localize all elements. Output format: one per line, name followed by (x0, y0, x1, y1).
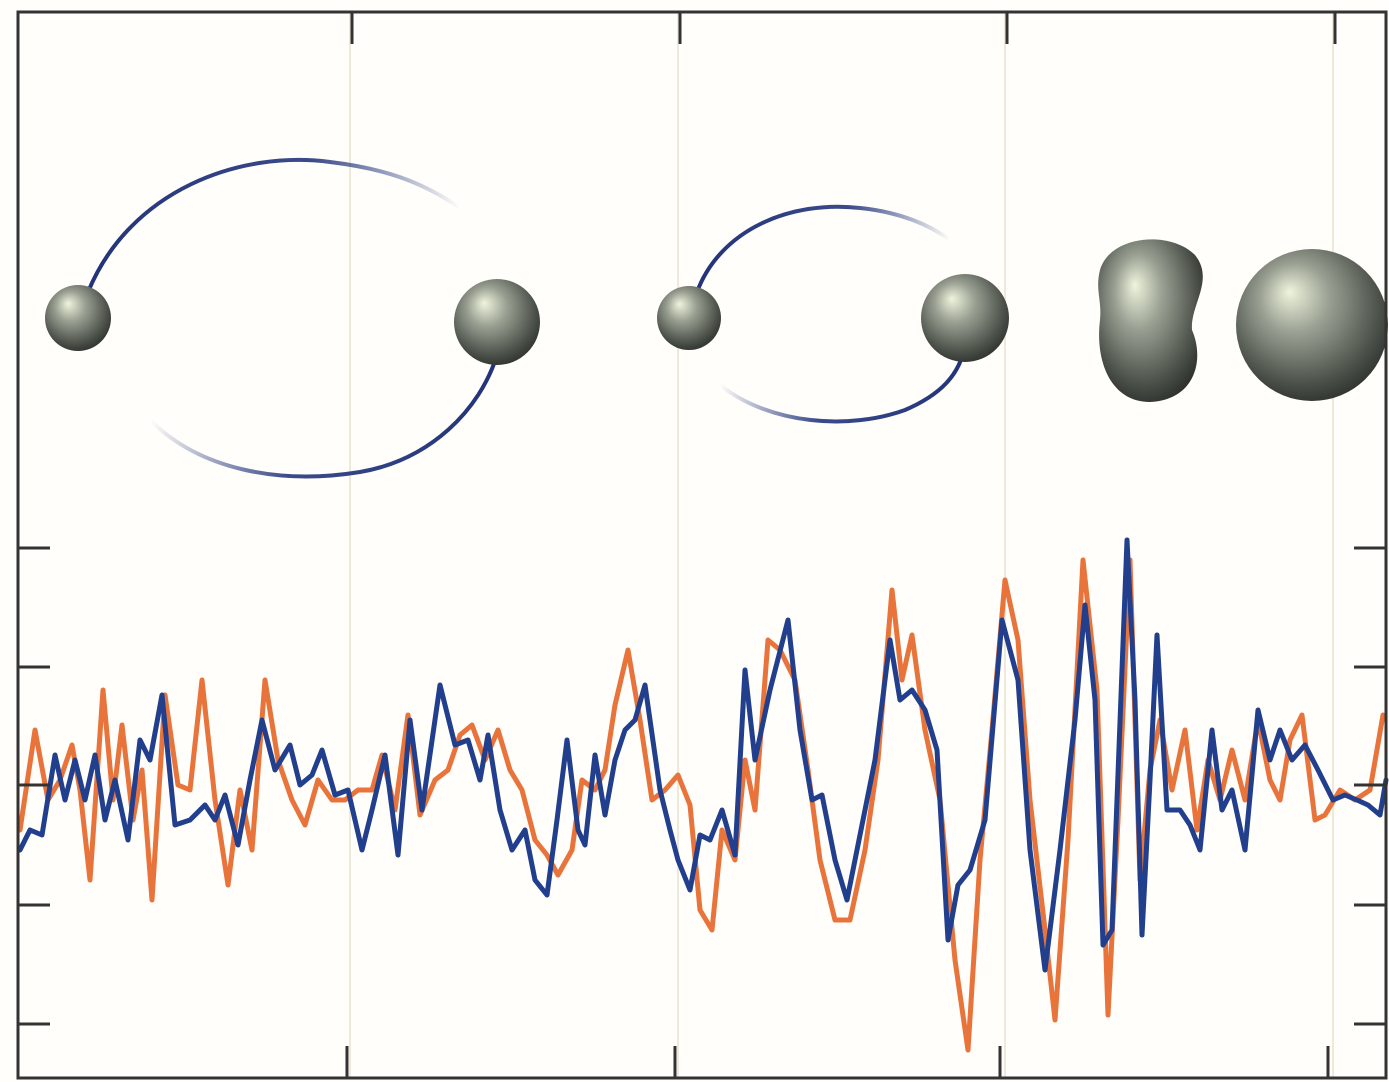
black-hole (1236, 249, 1388, 401)
waveform-line (17, 537, 1389, 973)
plot-frame (16, 10, 1388, 1080)
merging-black-hole (1098, 239, 1203, 402)
orbit (718, 344, 967, 424)
ticks (18, 12, 1386, 1078)
orbit (695, 204, 952, 293)
illustration (45, 157, 1388, 479)
black-hole (657, 286, 721, 350)
black-hole (921, 274, 1009, 362)
orbit (86, 157, 462, 293)
orbit (148, 354, 499, 479)
black-hole (454, 279, 540, 365)
black-hole (45, 285, 111, 351)
grid (349, 12, 1334, 1078)
waveform (17, 537, 1389, 1053)
